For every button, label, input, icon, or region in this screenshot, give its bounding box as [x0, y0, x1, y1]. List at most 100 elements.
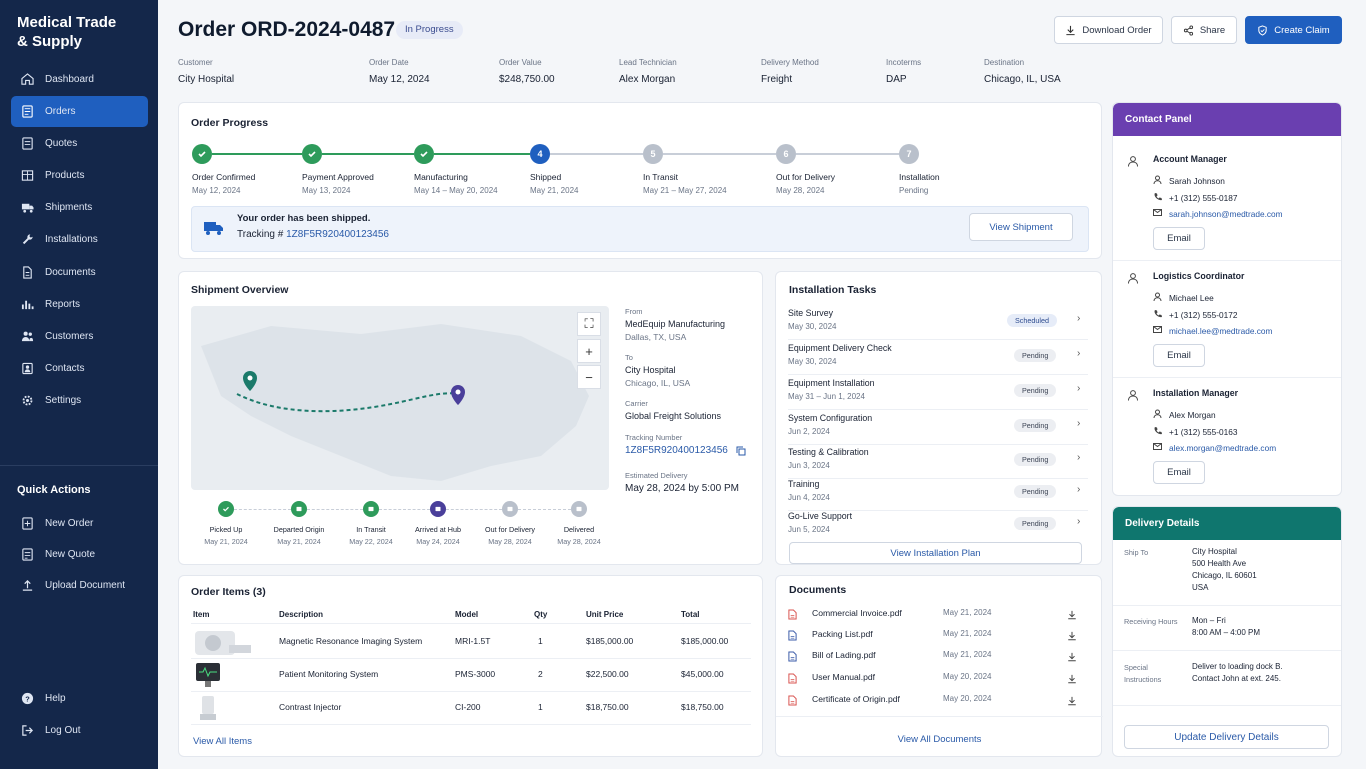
- download-icon[interactable]: [1067, 607, 1077, 625]
- share-button[interactable]: Share: [1171, 16, 1237, 44]
- zoom-out-button[interactable]: −: [577, 365, 601, 389]
- document-row[interactable]: Commercial Invoice.pdf May 21, 2024: [788, 607, 1088, 627]
- sidebar-item-installations[interactable]: Installations: [11, 224, 148, 255]
- installation-task-row[interactable]: Equipment Delivery Check May 30, 2024 Pend…: [788, 343, 1088, 377]
- row-divider: [788, 409, 1088, 410]
- copy-icon[interactable]: [736, 446, 746, 456]
- contact-name-row: Sarah Johnson: [1153, 175, 1225, 186]
- row-divider: [191, 691, 751, 692]
- sidebar-item-customers[interactable]: Customers: [11, 321, 148, 352]
- tracking-label: Tracking Number: [625, 433, 683, 442]
- email-button[interactable]: Email: [1153, 227, 1205, 250]
- installation-task-row[interactable]: System Configuration Jun 2, 2024 Pending ›: [788, 413, 1088, 447]
- contact-email[interactable]: sarah.johnson@medtrade.com: [1169, 208, 1283, 219]
- item-unit-price: $22,500.00: [586, 669, 629, 679]
- column-header: Unit Price: [586, 610, 624, 619]
- update-delivery-details-button[interactable]: Update Delivery Details: [1124, 725, 1329, 749]
- check-icon: [218, 501, 234, 517]
- banner-tracking-label: Tracking #: [237, 229, 284, 240]
- contact-email[interactable]: alex.morgan@medtrade.com: [1169, 442, 1277, 453]
- quick-action-new-order[interactable]: New Order: [11, 508, 148, 539]
- email-button[interactable]: Email: [1153, 461, 1205, 484]
- step-check-icon: [192, 144, 212, 164]
- person-icon: [1127, 271, 1139, 289]
- timeline-label: In Transit: [356, 525, 386, 534]
- document-row[interactable]: Packing List.pdf May 21, 2024: [788, 628, 1088, 648]
- installation-task-row[interactable]: Equipment Installation May 31 – Jun 1, 20…: [788, 378, 1088, 412]
- file-icon: [788, 649, 797, 667]
- document-name: Packing List.pdf: [812, 629, 873, 639]
- view-shipment-button[interactable]: View Shipment: [969, 213, 1073, 241]
- document-row[interactable]: User Manual.pdf May 20, 2024: [788, 671, 1088, 691]
- download-icon[interactable]: [1067, 671, 1077, 689]
- divider: [1113, 605, 1341, 606]
- sidebar-item-settings[interactable]: Settings: [11, 385, 148, 416]
- progress-connector: [663, 153, 776, 155]
- sidebar-item-dashboard[interactable]: Dashboard: [11, 64, 148, 95]
- contact-email[interactable]: michael.lee@medtrade.com: [1169, 325, 1273, 336]
- column-header: Model: [455, 610, 479, 619]
- sidebar-item-orders[interactable]: Orders: [11, 96, 148, 127]
- share-icon: [1183, 24, 1193, 36]
- sidebar-item-products[interactable]: Products: [11, 160, 148, 191]
- document-row[interactable]: Certificate of Origin.pdf May 20, 2024: [788, 693, 1088, 713]
- document-date: May 21, 2024: [943, 608, 992, 617]
- shipment-map[interactable]: ⛶ + −: [191, 306, 609, 490]
- sidebar: Medical Trade & Supply Dashboard Orders Quo…: [0, 0, 158, 769]
- installation-task-row[interactable]: Site Survey May 30, 2024 Scheduled ›: [788, 308, 1088, 342]
- view-installation-plan-button[interactable]: View Installation Plan: [789, 542, 1082, 564]
- sidebar-item-log-out[interactable]: Log Out: [11, 715, 148, 746]
- sidebar-item-quotes[interactable]: Quotes: [11, 128, 148, 159]
- create-claim-button[interactable]: Create Claim: [1245, 16, 1342, 44]
- status-badge: In Progress: [396, 21, 463, 39]
- contact-email-row[interactable]: sarah.johnson@medtrade.com: [1153, 208, 1283, 219]
- contact-phone: +1 (312) 555-0172: [1169, 309, 1238, 320]
- installation-task-row[interactable]: Testing & Calibration Jun 3, 2024 Pending ›: [788, 447, 1088, 481]
- download-icon[interactable]: [1067, 693, 1077, 711]
- view-all-documents-link[interactable]: View All Documents: [897, 734, 982, 745]
- timeline-date: May 21, 2024: [277, 537, 321, 546]
- contact-phone-row: +1 (312) 555-0172: [1153, 309, 1238, 320]
- contact-email-row[interactable]: alex.morgan@medtrade.com: [1153, 442, 1276, 453]
- tracking-link[interactable]: 1Z8F5R920400123456: [286, 229, 389, 240]
- contact-block: Account Manager Sarah Johnson +1 (312) 555…: [1113, 154, 1341, 264]
- sidebar-item-shipments[interactable]: Shipments: [11, 192, 148, 223]
- email-button[interactable]: Email: [1153, 344, 1205, 367]
- meta-value: $248,750.00: [499, 74, 555, 85]
- progress-connector: [322, 153, 414, 155]
- task-status-badge: Pending: [1014, 485, 1057, 498]
- quick-action-upload-document[interactable]: Upload Document: [11, 570, 148, 601]
- task-date: May 30, 2024: [788, 357, 837, 366]
- contact-block: Installation Manager Alex Morgan +1 (312) …: [1113, 388, 1341, 495]
- download-order-button[interactable]: Download Order: [1054, 16, 1163, 44]
- sidebar-item-documents[interactable]: Documents: [11, 257, 148, 288]
- quick-action-new-quote[interactable]: New Quote: [11, 539, 148, 570]
- installation-task-row[interactable]: Go-Live Support Jun 5, 2024 Pending ›: [788, 511, 1088, 545]
- fullscreen-icon[interactable]: ⛶: [577, 312, 601, 336]
- contact-email-row[interactable]: michael.lee@medtrade.com: [1153, 325, 1272, 336]
- download-icon[interactable]: [1067, 649, 1077, 667]
- installation-task-row[interactable]: Training Jun 4, 2024 Pending ›: [788, 479, 1088, 513]
- timeline-label: Picked Up: [209, 525, 243, 534]
- column-header: Total: [681, 610, 700, 619]
- shipment-overview-card: Shipment Overview ⛶ + − From MedEquip Ma…: [178, 271, 763, 565]
- column-header: Item: [193, 610, 210, 619]
- zoom-in-button[interactable]: +: [577, 339, 601, 363]
- sidebar-item-help[interactable]: ? Help: [11, 683, 148, 714]
- label-line: Special: [1124, 663, 1148, 672]
- timeline-date: May 28, 2024: [557, 537, 601, 546]
- view-all-items-link[interactable]: View All Items: [193, 736, 252, 747]
- document-date: May 20, 2024: [943, 672, 992, 681]
- tracking-number-link[interactable]: 1Z8F5R920400123456: [625, 445, 728, 456]
- banner-title: Your order has been shipped.: [237, 213, 371, 224]
- sidebar-item-contacts[interactable]: Contacts: [11, 353, 148, 384]
- task-status-badge: Pending: [1014, 517, 1057, 530]
- download-icon[interactable]: [1067, 628, 1077, 646]
- task-name: Equipment Installation: [788, 378, 875, 388]
- product-image: [193, 627, 253, 662]
- step-date: May 21 – May 27, 2024: [643, 186, 727, 195]
- document-row[interactable]: Bill of Lading.pdf May 21, 2024: [788, 649, 1088, 669]
- row-divider: [191, 724, 751, 725]
- sidebar-item-reports[interactable]: Reports: [11, 289, 148, 320]
- destination-pin-icon: [451, 385, 465, 405]
